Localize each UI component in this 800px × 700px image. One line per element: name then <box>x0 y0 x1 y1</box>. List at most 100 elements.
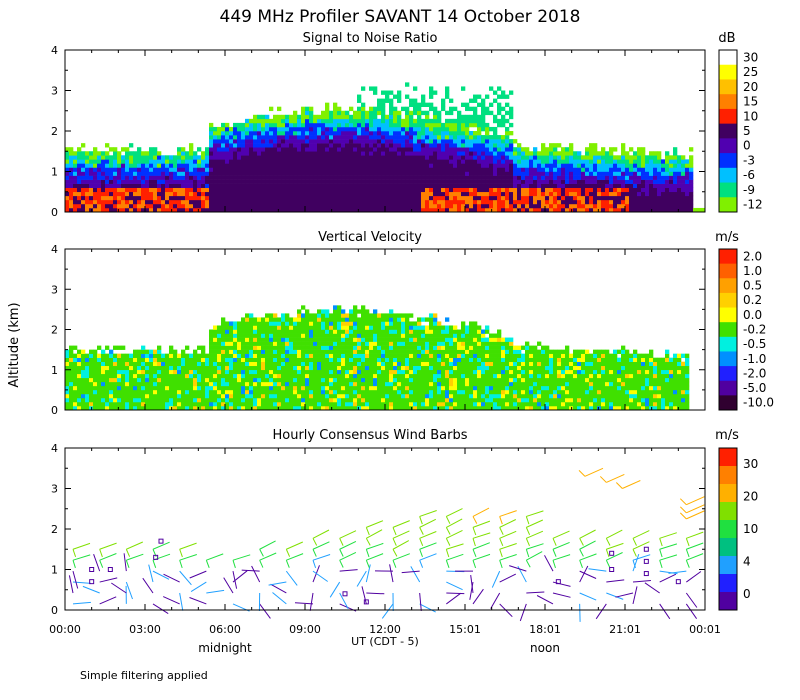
heatmap-cell <box>233 135 238 140</box>
heatmap-cell <box>345 163 350 168</box>
heatmap-cell <box>297 405 302 411</box>
heatmap-cell <box>321 345 326 350</box>
heatmap-cell <box>109 401 114 407</box>
heatmap-cell <box>477 122 482 128</box>
heatmap-cell <box>469 167 474 172</box>
heatmap-cell <box>205 401 210 407</box>
heatmap-cell <box>353 147 358 152</box>
heatmap-cell <box>377 135 382 140</box>
heatmap-cell <box>341 183 346 188</box>
heatmap-cell <box>405 405 410 411</box>
heatmap-cell <box>169 345 174 350</box>
heatmap-cell <box>417 151 422 156</box>
heatmap-cell <box>545 203 550 209</box>
heatmap-cell <box>97 373 102 379</box>
heatmap-cell <box>169 155 174 160</box>
heatmap-cell <box>389 203 394 209</box>
heatmap-cell <box>361 373 366 379</box>
heatmap-cell <box>649 179 654 184</box>
heatmap-cell <box>341 337 346 342</box>
heatmap-cell <box>189 393 194 399</box>
heatmap-cell <box>361 309 366 314</box>
heatmap-cell <box>209 203 214 209</box>
heatmap-cell <box>73 361 78 367</box>
heatmap-cell <box>229 131 234 136</box>
heatmap-cell <box>81 349 86 354</box>
heatmap-cell <box>409 114 414 120</box>
heatmap-cell <box>173 369 178 375</box>
heatmap-cell <box>101 179 106 184</box>
heatmap-cell <box>89 199 94 205</box>
heatmap-cell <box>393 349 398 354</box>
heatmap-cell <box>629 183 634 188</box>
heatmap-cell <box>525 167 530 172</box>
heatmap-cell <box>253 381 258 387</box>
heatmap-cell <box>361 405 366 411</box>
heatmap-cell <box>145 175 150 180</box>
heatmap-cell <box>333 329 338 334</box>
heatmap-cell <box>237 203 242 209</box>
heatmap-cell <box>433 163 438 168</box>
heatmap-cell <box>381 98 386 103</box>
heatmap-cell <box>309 106 314 112</box>
heatmap-cell <box>197 195 202 201</box>
heatmap-cell <box>333 187 338 193</box>
heatmap-cell <box>465 199 470 205</box>
heatmap-cell <box>297 313 302 318</box>
heatmap-cell <box>265 337 270 342</box>
heatmap-cell <box>357 329 362 334</box>
heatmap-cell <box>289 191 294 197</box>
heatmap-cell <box>573 199 578 205</box>
heatmap-cell <box>437 183 442 188</box>
heatmap-cell <box>309 122 314 128</box>
heatmap-cell <box>485 106 490 112</box>
heatmap-cell <box>197 179 202 184</box>
heatmap-cell <box>381 179 386 184</box>
heatmap-cell <box>325 183 330 188</box>
heatmap-cell <box>329 381 334 387</box>
heatmap-cell <box>605 207 610 213</box>
heatmap-cell <box>153 179 158 184</box>
heatmap-cell <box>373 195 378 201</box>
heatmap-cell <box>357 317 362 322</box>
heatmap-cell <box>477 163 482 168</box>
heatmap-cell <box>337 114 342 120</box>
heatmap-cell <box>533 179 538 184</box>
heatmap-cell <box>305 337 310 342</box>
heatmap-cell <box>341 175 346 180</box>
heatmap-cell <box>237 163 242 168</box>
heatmap-cell <box>305 126 310 132</box>
heatmap-cell <box>373 118 378 124</box>
heatmap-cell <box>589 143 594 148</box>
heatmap-cell <box>685 159 690 164</box>
heatmap-cell <box>129 405 134 411</box>
heatmap-cell <box>353 309 358 314</box>
heatmap-cell <box>285 163 290 168</box>
heatmap-cell <box>281 349 286 354</box>
heatmap-cell <box>261 377 266 383</box>
heatmap-cell <box>321 159 326 164</box>
heatmap-cell <box>237 341 242 346</box>
heatmap-cell <box>421 361 426 367</box>
heatmap-cell <box>329 389 334 395</box>
heatmap-cell <box>601 155 606 160</box>
heatmap-cell <box>289 377 294 383</box>
heatmap-cell <box>405 82 410 87</box>
heatmap-cell <box>205 389 210 395</box>
heatmap-cell <box>197 191 202 197</box>
heatmap-cell <box>285 203 290 209</box>
heatmap-cell <box>129 199 134 205</box>
heatmap-cell <box>373 381 378 387</box>
heatmap-cell <box>441 147 446 152</box>
heatmap-cell <box>277 195 282 201</box>
heatmap-cell <box>517 183 522 188</box>
heatmap-cell <box>217 159 222 164</box>
heatmap-cell <box>345 126 350 132</box>
heatmap-cell <box>225 397 230 403</box>
heatmap-cell <box>73 151 78 156</box>
heatmap-cell <box>673 195 678 201</box>
heatmap-cell <box>245 341 250 346</box>
heatmap-cell <box>461 102 466 107</box>
heatmap-cell <box>229 389 234 395</box>
heatmap-cell <box>137 183 142 188</box>
